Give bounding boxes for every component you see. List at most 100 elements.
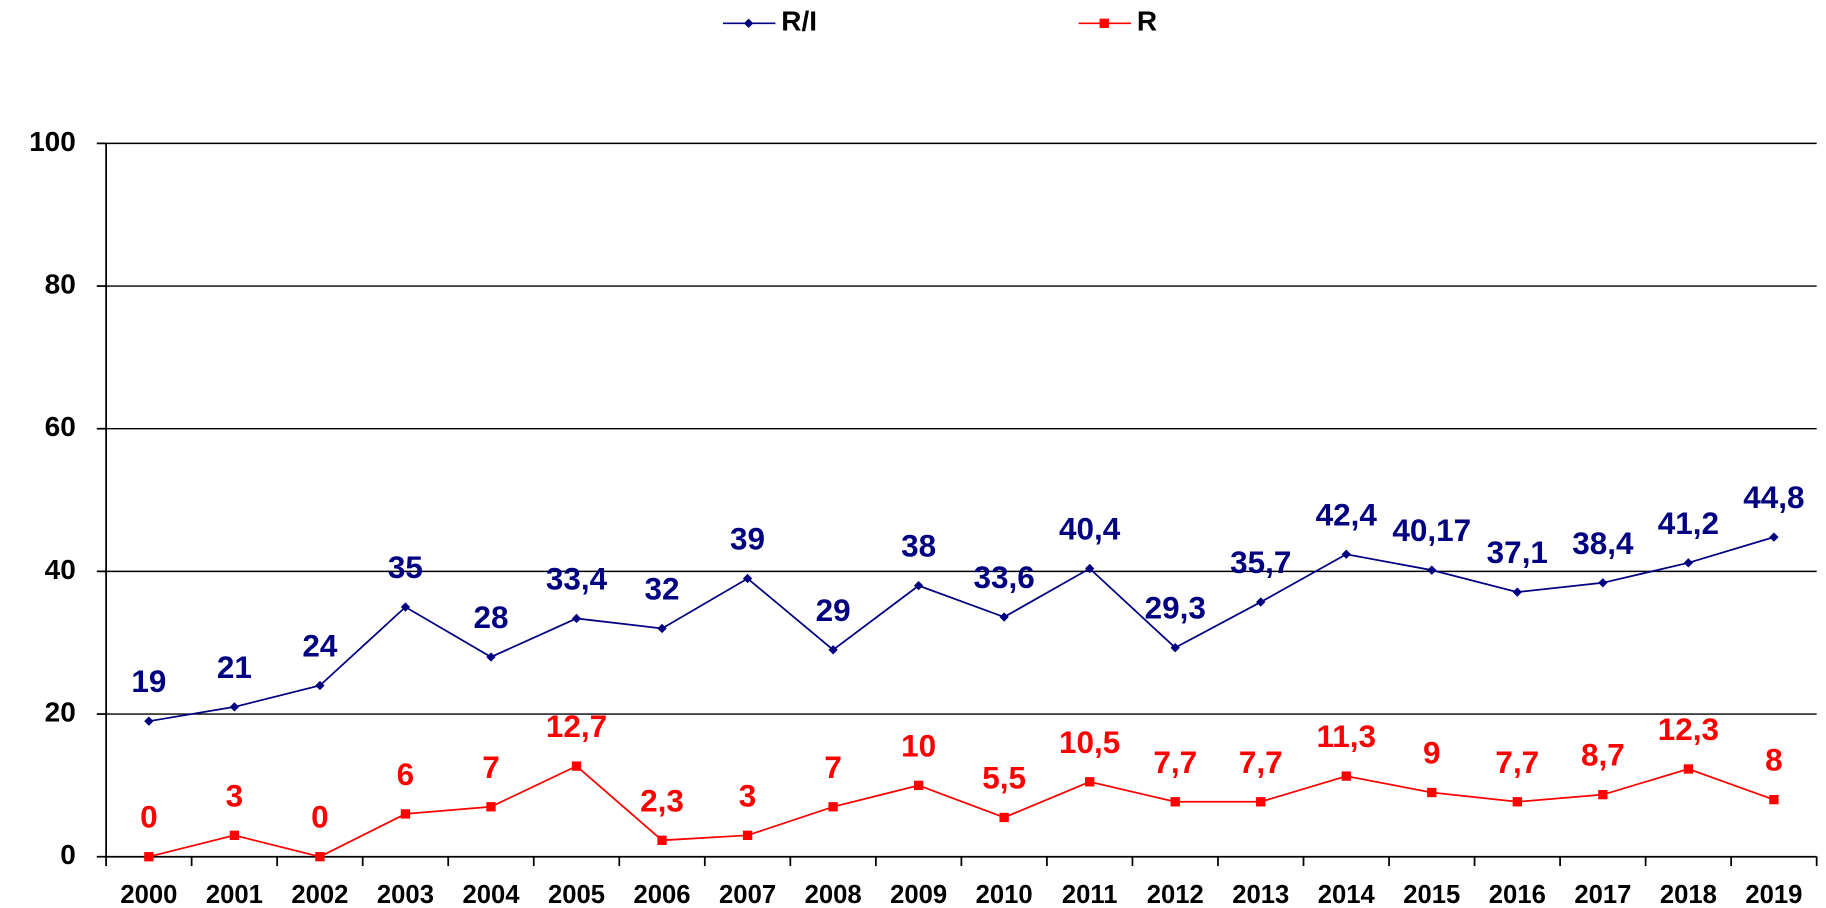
- data-label: 3: [739, 778, 757, 813]
- marker: [999, 612, 1009, 622]
- marker: [571, 761, 582, 771]
- data-label: 9: [1423, 736, 1441, 771]
- data-label: 24: [302, 629, 338, 664]
- marker: [1769, 532, 1779, 542]
- x-tick-label: 2011: [1062, 881, 1118, 908]
- x-tick-label: 2013: [1232, 881, 1289, 908]
- marker: [1256, 797, 1266, 807]
- x-tick-label: 2015: [1403, 881, 1460, 908]
- marker: [999, 812, 1009, 823]
- data-label: 41,2: [1658, 506, 1719, 541]
- x-tick-label: 2016: [1489, 881, 1546, 908]
- data-label: 3: [226, 778, 244, 813]
- y-tick-label: 80: [45, 268, 76, 299]
- x-tick-label: 2019: [1745, 881, 1802, 908]
- series-line: [148, 536, 1775, 723]
- x-tick-label: 2005: [548, 881, 605, 908]
- marker: [1427, 565, 1437, 575]
- data-label: 38,4: [1572, 526, 1634, 561]
- marker: [657, 623, 667, 634]
- data-label: 35,7: [1230, 545, 1291, 580]
- marker: [828, 802, 838, 812]
- x-tick-label: 2014: [1318, 881, 1376, 908]
- x-tick-label: 2008: [805, 881, 862, 908]
- marker: [1683, 764, 1694, 774]
- marker: [400, 809, 411, 819]
- y-tick-label: 0: [60, 839, 76, 870]
- x-tick-label: 2001: [206, 881, 263, 908]
- data-label: 32: [645, 571, 680, 606]
- data-label: 37,1: [1487, 535, 1548, 570]
- x-tick-label: 2002: [291, 881, 348, 908]
- data-label: 29: [816, 593, 851, 628]
- data-label: 6: [397, 757, 415, 792]
- marker: [486, 652, 496, 662]
- data-label: 40,17: [1392, 513, 1471, 548]
- data-label: 7: [824, 750, 842, 785]
- data-label: 29,3: [1145, 591, 1206, 626]
- x-tick-label: 2017: [1574, 881, 1631, 908]
- data-label: 0: [140, 800, 158, 835]
- x-tick-label: 2004: [462, 881, 520, 908]
- marker: [657, 835, 667, 845]
- marker: [1427, 787, 1437, 798]
- marker: [400, 602, 411, 612]
- marker: [315, 852, 325, 862]
- marker: [229, 702, 240, 712]
- marker: [144, 852, 154, 862]
- y-tick-label: 100: [29, 126, 76, 157]
- legend-label: R: [1137, 6, 1157, 37]
- x-tick-label: 2003: [377, 881, 434, 908]
- data-label: 7: [482, 750, 500, 785]
- data-label: 42,4: [1316, 497, 1378, 532]
- data-label: 19: [131, 664, 166, 699]
- data-label: 7,7: [1495, 745, 1539, 780]
- data-label: 10,5: [1059, 725, 1120, 760]
- marker: [144, 716, 154, 726]
- data-label: 7,7: [1153, 745, 1197, 780]
- x-tick-label: 2007: [719, 881, 776, 908]
- data-label: 39: [730, 522, 765, 557]
- data-label: 12,7: [546, 709, 607, 744]
- data-label: 2,3: [640, 783, 684, 818]
- marker: [1085, 777, 1095, 787]
- data-label: 12,3: [1658, 712, 1719, 747]
- data-label: 38: [901, 529, 936, 564]
- legend-marker: [1099, 18, 1109, 28]
- marker: [315, 680, 325, 691]
- marker: [1170, 643, 1180, 653]
- data-label: 0: [311, 800, 329, 835]
- x-tick-label: 2009: [890, 881, 947, 908]
- legend-label: R/I: [781, 6, 817, 37]
- data-label: 28: [473, 600, 508, 635]
- data-label: 8: [1765, 743, 1783, 778]
- x-tick-label: 2006: [634, 881, 691, 908]
- x-tick-label: 2000: [120, 881, 177, 908]
- x-tick-label: 2018: [1660, 881, 1717, 908]
- y-tick-label: 20: [45, 696, 76, 727]
- marker: [1512, 797, 1522, 807]
- marker: [1341, 771, 1351, 781]
- legend-marker: [743, 18, 754, 28]
- marker: [486, 802, 496, 812]
- data-label: 7,7: [1239, 745, 1283, 780]
- data-label: 11,3: [1317, 719, 1377, 754]
- data-label: 10: [901, 728, 936, 763]
- marker: [828, 645, 838, 655]
- marker: [1769, 794, 1779, 805]
- marker: [742, 830, 753, 840]
- marker: [1598, 578, 1608, 588]
- marker: [1598, 789, 1608, 800]
- marker: [913, 780, 924, 791]
- marker: [1683, 558, 1694, 568]
- y-tick-label: 60: [45, 411, 76, 442]
- marker: [1256, 597, 1266, 607]
- marker: [229, 830, 240, 840]
- marker: [571, 613, 582, 624]
- y-tick-label: 40: [45, 554, 76, 585]
- marker: [1341, 549, 1351, 559]
- data-label: 8,7: [1581, 738, 1625, 773]
- data-label: 5,5: [982, 760, 1026, 795]
- marker: [1512, 587, 1522, 597]
